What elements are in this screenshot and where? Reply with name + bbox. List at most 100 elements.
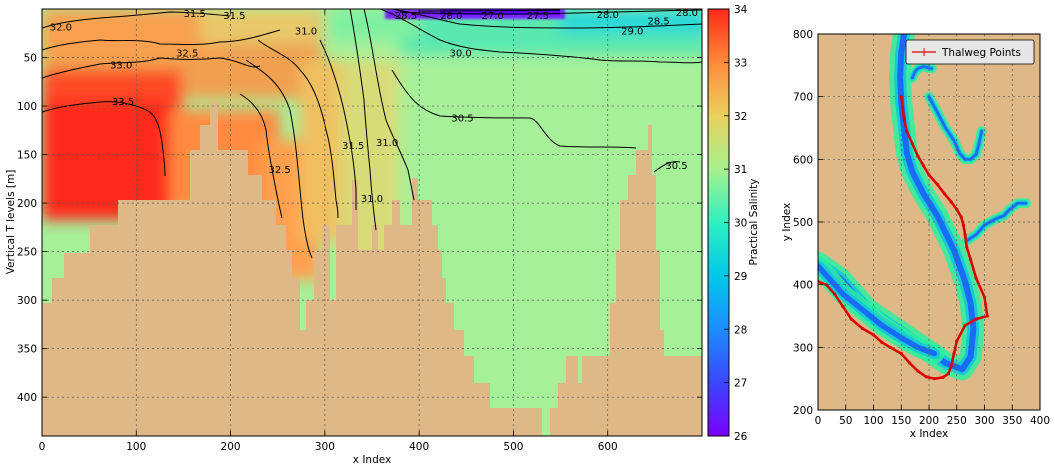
legend-entry-thalweg: Thalweg Points	[941, 47, 1021, 59]
colorbar-tick-label: 31	[734, 164, 747, 176]
main-plot-ticks: 0 100 200 300 400 500 600 50 100 150 200 250 300 350 4…	[17, 9, 702, 453]
main-plot-grid	[42, 9, 702, 436]
thalweg-point	[946, 372, 951, 376]
map-y-tick-label: 300	[793, 342, 813, 354]
map-y-tick-label: 200	[793, 405, 813, 417]
thalweg-point	[860, 326, 865, 331]
contour-label: 31.0	[295, 26, 317, 37]
thalweg-point	[921, 164, 926, 168]
thalweg-point	[935, 182, 939, 186]
colorbar-tick-label: 28	[734, 324, 747, 336]
thalweg-point	[942, 192, 947, 196]
main-x-tick-label: 100	[126, 441, 146, 453]
salinity-colorbar: 26 27 28 29 30 31 32 33 34 Practical Salinity	[707, 4, 760, 443]
contour-label: 32.0	[50, 22, 72, 33]
map-x-tick-label: 150	[891, 415, 911, 427]
contour-label: 30.0	[449, 49, 471, 60]
thalweg-point	[941, 375, 945, 380]
thalweg-point	[910, 142, 914, 146]
main-y-tick-label: 200	[17, 198, 37, 210]
map-x-tick-label: 350	[1002, 415, 1022, 427]
thalweg-point	[907, 361, 912, 365]
contour-label: 30.5	[451, 114, 473, 125]
colorbar-ticks: 26 27 28 29 30 31 32 33 34	[724, 4, 748, 443]
channel-water	[965, 201, 1028, 243]
contour-label: 32.5	[176, 49, 198, 60]
contour-label: 28.0	[440, 11, 462, 22]
main-x-axis-label: x Index	[353, 454, 391, 466]
thalweg-point	[824, 283, 828, 287]
map-x-tick-label: 200	[919, 415, 939, 427]
thalweg-point	[932, 377, 937, 381]
main-x-tick-label: 500	[503, 441, 523, 453]
map-y-tick-label: 500	[793, 217, 813, 229]
contour-label: 31.5	[223, 11, 245, 22]
salinity-section-plot: 32.0 31.5 31.5 32.5 33.0 33.5 31.0 31.5 32.5 31.0…	[5, 8, 703, 466]
thalweg-point	[955, 339, 959, 343]
salinity-contours	[42, 9, 702, 259]
colorbar-tick-label: 34	[734, 4, 748, 16]
thalweg-point	[899, 352, 903, 356]
contour-label: 30.5	[665, 161, 687, 172]
contour-label: 27.5	[527, 11, 549, 22]
thalweg-point	[982, 295, 987, 299]
thalweg-point	[841, 305, 845, 309]
main-y-axis-label: Vertical T levels [m]	[5, 170, 17, 275]
colorbar-tick-label: 29	[734, 271, 747, 283]
main-y-tick-label: 300	[17, 295, 37, 307]
map-legend: + Thalweg Points	[905, 39, 1035, 65]
thalweg-point	[849, 317, 853, 321]
channel-water	[911, 65, 934, 80]
thalweg-point	[969, 258, 973, 262]
contour-label: 28.5	[647, 17, 669, 28]
colorbar-tick-label: 30	[734, 218, 747, 230]
map-plot-ticks: 0 50 100 150 200 250 300 350 400 200 300 400 500 600 7…	[793, 29, 1050, 427]
channel-water	[927, 95, 984, 161]
main-plot-frame	[41, 8, 703, 437]
thalweg-point	[949, 200, 953, 204]
colorbar-tick-label: 27	[734, 378, 747, 390]
thalweg-point	[916, 154, 920, 158]
thalweg-point	[963, 232, 967, 237]
main-x-tick-label: 300	[315, 441, 335, 453]
main-x-tick-label: 0	[39, 441, 46, 453]
map-plot-grid	[818, 34, 1040, 410]
thalweg-point	[985, 314, 989, 318]
map-x-tick-label: 300	[974, 415, 994, 427]
contour-label: 28.5	[395, 11, 417, 22]
thalweg-point	[974, 317, 978, 321]
thalweg-point	[965, 245, 969, 249]
thalweg-point	[833, 292, 837, 296]
legend-box	[905, 39, 1035, 65]
thalweg-point	[959, 215, 963, 219]
map-y-tick-label: 800	[793, 29, 813, 41]
thalweg-point	[899, 95, 903, 99]
main-y-tick-label: 250	[17, 247, 37, 259]
contour-label: 33.0	[110, 60, 132, 71]
thalweg-point	[924, 375, 928, 379]
contour-label: 29.0	[621, 26, 643, 37]
map-y-tick-label: 400	[793, 280, 813, 292]
main-x-tick-label: 600	[598, 441, 618, 453]
map-y-tick-label: 600	[793, 154, 813, 166]
map-x-tick-label: 0	[815, 415, 822, 427]
thalweg-point	[880, 340, 884, 344]
map-y-tick-label: 700	[793, 92, 813, 104]
map-x-axis-label: x Index	[910, 428, 948, 440]
main-y-tick-label: 100	[17, 101, 37, 113]
channel-water	[818, 263, 938, 357]
main-y-tick-label: 350	[17, 344, 37, 356]
contour-label: 31.5	[342, 141, 364, 152]
contour-label: 31.0	[376, 138, 398, 149]
main-y-tick-label: 150	[17, 150, 37, 162]
bathymetry-land	[42, 102, 528, 436]
contour-label: 31.0	[361, 194, 383, 205]
contour-label: 27.0	[482, 11, 504, 22]
main-y-tick-label: 400	[17, 392, 37, 404]
contour-label: 31.5	[184, 9, 206, 20]
contour-label: 32.5	[268, 165, 290, 176]
main-y-tick-label: 50	[24, 53, 37, 65]
thalweg-point	[963, 323, 967, 327]
legend-marker-swatch: +	[919, 45, 929, 59]
